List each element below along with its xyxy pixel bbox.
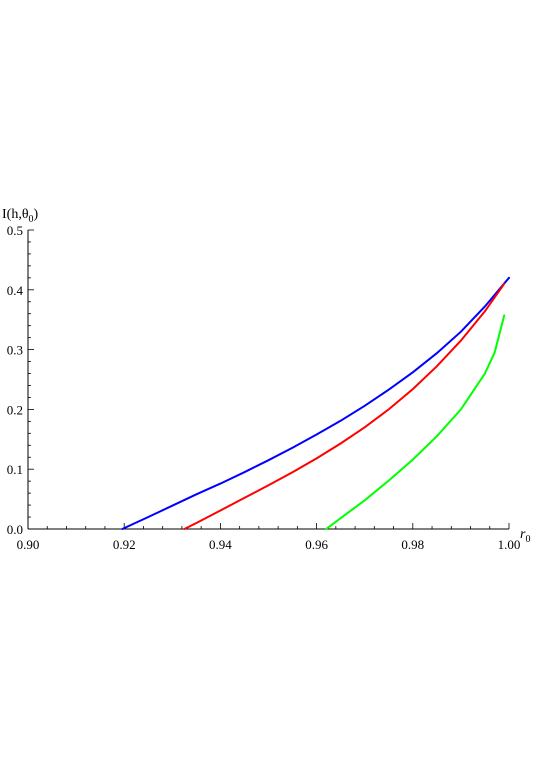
y-tick-label: 0.2 [7, 402, 23, 417]
y-tick-label: 0.5 [7, 223, 23, 238]
x-tick-label: 0.98 [401, 537, 424, 552]
series-line-1 [121, 276, 510, 530]
y-tick-label: 0.0 [7, 522, 23, 537]
series-line-2 [183, 282, 506, 530]
x-tick-label: 0.92 [113, 537, 136, 552]
y-axis-title-close: ) [34, 207, 39, 222]
y-axis-title-main: I(h,θ [2, 207, 29, 222]
y-tick-label: 0.3 [7, 343, 23, 358]
x-tick-label: 0.94 [209, 537, 232, 552]
y-tick-label: 0.4 [7, 283, 24, 298]
axes [27, 230, 509, 530]
tick-labels: 0.90 0.92 0.94 0.96 0.98 1.00 0.0 0.1 0.2 0.3 0.4 0… [7, 223, 521, 552]
series-line-3 [325, 314, 506, 530]
x-tick-label: 1.00 [498, 537, 521, 552]
x-axis-title: r0 [520, 527, 530, 545]
x-axis-title-main: r [520, 527, 526, 542]
y-axis-title-sub: 0 [29, 214, 34, 225]
x-tick-label: 0.96 [305, 537, 328, 552]
x-tick-label: 0.90 [17, 537, 40, 552]
series-group [121, 276, 510, 530]
y-tick-label: 0.1 [7, 462, 23, 477]
y-axis-title: I(h,θ0) [2, 207, 39, 225]
ticks [27, 229, 510, 530]
x-axis-title-sub: 0 [525, 534, 530, 545]
